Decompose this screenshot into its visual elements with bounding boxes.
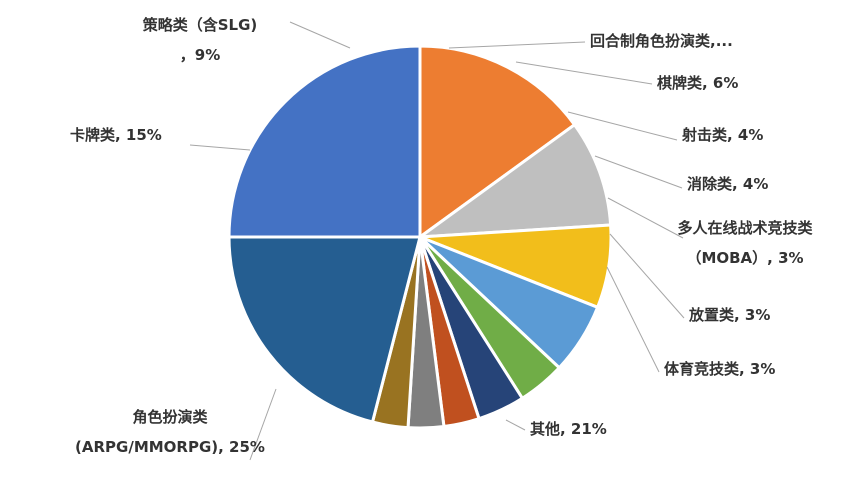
leader-line-2 [289,21,351,49]
slice-label-7: 多人在线战术竞技类 （MOBA）, 3% [677,219,813,267]
slice-label-10: 其他, 21% [530,420,607,438]
pie-slice-2 [418,123,613,239]
slice-label-3: 回合制角色扮演类,... [590,32,733,50]
pie-slice-10 [227,235,422,424]
leader-line-10 [505,419,526,431]
slice-label-line: 其他, 21% [530,420,607,438]
leader-line-9 [606,266,660,373]
leader-line-4 [515,61,653,85]
pie-slice-0 [227,44,422,239]
leader-lines [189,21,685,461]
slice-label-4: 棋牌类, 6% [657,74,738,92]
leader-line-3 [448,41,586,49]
pie-slice-1 [418,44,577,239]
slice-label-1: 卡牌类, 15% [70,126,162,144]
slice-labels: 角色扮演类 (ARPG/MMORPG), 25% 卡牌类, 15% 策略类（含SLG)… [70,16,813,456]
slice-label-line: 卡牌类, 15% [70,126,162,144]
slice-label-line: 角色扮演类 [132,408,208,426]
slice-label-line: （MOBA）, 3% [686,249,803,267]
slice-label-0: 角色扮演类 (ARPG/MMORPG), 25% [75,408,265,456]
leader-line-8 [609,233,685,319]
slice-label-2: 策略类（含SLG) ，9% [142,16,258,64]
slice-label-5: 射击类, 4% [681,126,763,144]
slice-label-line: 体育竞技类, 3% [664,360,775,378]
slice-label-line: ，9% [180,46,220,64]
slice-label-line: 消除类, 4% [687,175,768,193]
slice-label-9: 体育竞技类, 3% [664,360,775,378]
slice-label-line: 棋牌类, 6% [657,74,738,92]
leader-line-7 [607,197,684,239]
pie-slices [227,44,613,430]
leader-line-1 [189,144,251,151]
slice-label-line: 放置类, 3% [688,306,770,324]
slice-label-line: (ARPG/MMORPG), 25% [75,438,265,456]
leader-line-6 [594,155,683,189]
slice-label-line: 多人在线战术竞技类 [677,219,813,237]
slice-label-line: 射击类, 4% [681,126,763,144]
slice-label-line: 策略类（含SLG) [142,16,258,34]
slice-label-6: 消除类, 4% [687,175,768,193]
leader-line-5 [567,111,678,141]
slice-label-line: 回合制角色扮演类,... [590,32,733,50]
leader-line-0 [249,388,277,461]
slice-label-8: 放置类, 3% [688,306,770,324]
